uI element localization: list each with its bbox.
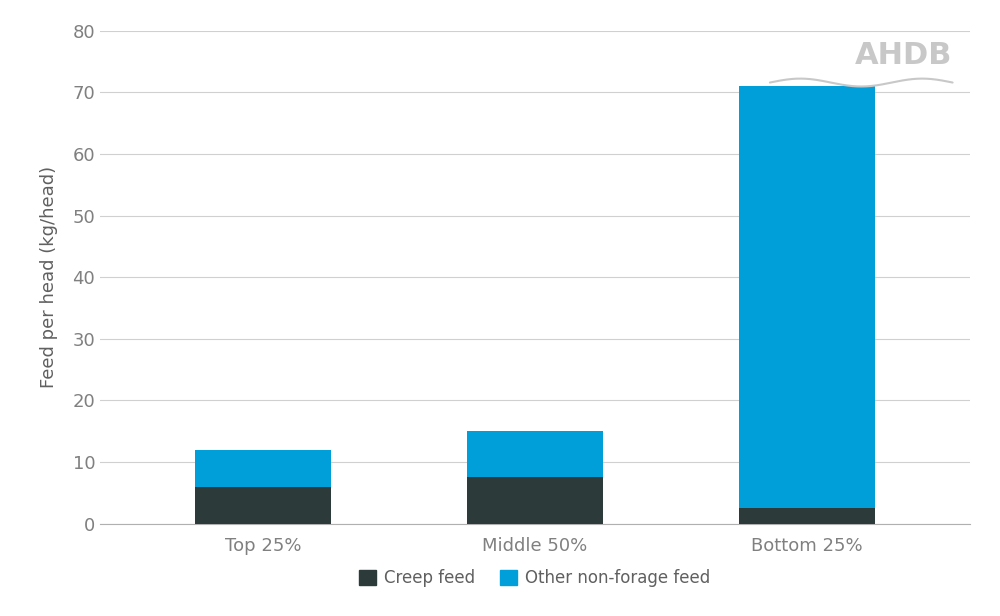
Bar	[195, 487, 331, 524]
Bar	[195, 450, 331, 487]
Bar	[467, 431, 603, 477]
Text: AHDB: AHDB	[855, 41, 953, 70]
Bar	[739, 86, 875, 508]
Y-axis label: Feed per head (kg/head): Feed per head (kg/head)	[40, 166, 59, 388]
Bar	[739, 508, 875, 524]
Legend: Creep feed, Other non-forage feed: Creep feed, Other non-forage feed	[353, 563, 717, 594]
Bar	[467, 477, 603, 524]
